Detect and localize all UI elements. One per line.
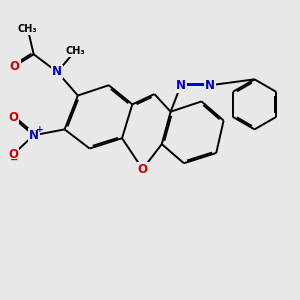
Text: N: N — [29, 129, 39, 142]
Text: O: O — [10, 60, 20, 73]
Text: N: N — [176, 79, 186, 92]
Text: O: O — [8, 111, 18, 124]
Text: O: O — [8, 148, 18, 161]
Text: O: O — [138, 163, 148, 176]
Text: CH₃: CH₃ — [18, 24, 38, 34]
Text: −: − — [10, 155, 18, 165]
Text: CH₃: CH₃ — [65, 46, 85, 56]
Text: N: N — [206, 79, 215, 92]
Text: +: + — [36, 125, 44, 134]
Text: N: N — [52, 65, 62, 79]
